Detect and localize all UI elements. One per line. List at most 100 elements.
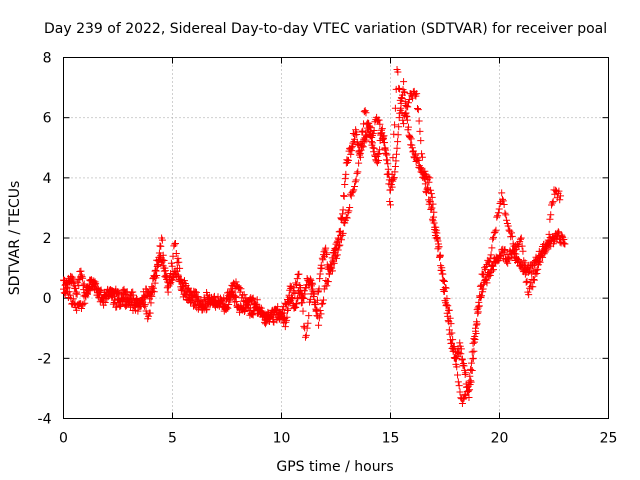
y-tick-labels: -4 -2 0 2 4 6 8 xyxy=(38,51,52,428)
data-point-fill xyxy=(339,206,347,214)
data-point-fill xyxy=(248,310,256,318)
data-point-fill xyxy=(161,264,169,272)
data-point-fill xyxy=(344,209,352,217)
data-point-fill xyxy=(258,307,266,315)
data-point-fill xyxy=(281,323,289,331)
data-point-fill xyxy=(315,314,323,322)
data-point-fill xyxy=(392,150,400,158)
data-point xyxy=(472,324,480,332)
data-point-fill xyxy=(115,295,123,303)
data-point-fill xyxy=(469,339,477,347)
data-point-fill xyxy=(235,284,243,292)
data-point-fill xyxy=(91,286,99,294)
data-point-fill xyxy=(490,233,498,241)
data-point-fill xyxy=(376,120,384,128)
x-tick-label: 0 xyxy=(59,431,68,447)
data-point xyxy=(360,138,368,146)
data-point-fill xyxy=(166,273,174,281)
data-point-fill xyxy=(446,314,454,322)
data-point-fill xyxy=(508,232,516,240)
data-point-fill xyxy=(539,253,547,261)
data-point-fill xyxy=(283,313,291,321)
data-point-fill xyxy=(447,320,455,328)
data-point-fill xyxy=(427,186,435,194)
data-point-fill xyxy=(284,305,292,313)
data-point-fill xyxy=(348,143,356,151)
data-point-fill xyxy=(150,288,158,296)
x-tick-label: 15 xyxy=(382,431,400,447)
data-point-fill xyxy=(490,266,498,274)
data-point-fill xyxy=(458,356,466,364)
data-point-fill xyxy=(304,319,312,327)
data-point-fill xyxy=(185,284,193,292)
data-point-fill xyxy=(435,243,443,251)
data-point-fill xyxy=(524,268,532,276)
data-point-fill xyxy=(431,223,439,231)
data-point-fill xyxy=(461,370,469,378)
data-point-fill xyxy=(355,159,363,167)
data-point-fill xyxy=(172,249,180,257)
data-point-fill xyxy=(185,287,193,295)
data-point-fill xyxy=(375,149,383,157)
data-point-fill xyxy=(287,284,295,292)
data-point-fill xyxy=(399,116,407,124)
data-point-fill xyxy=(521,261,529,269)
data-point-fill xyxy=(531,270,539,278)
data-point-fill xyxy=(486,254,494,262)
data-point xyxy=(400,120,408,128)
data-point-fill xyxy=(472,321,480,329)
y-tick-label: 6 xyxy=(43,111,52,127)
data-point-fill xyxy=(436,252,444,260)
data-point-fill xyxy=(506,227,514,235)
data-point-fill xyxy=(165,279,173,287)
data-point-fill xyxy=(520,257,528,265)
data-point-fill xyxy=(526,279,534,287)
data-point-fill xyxy=(193,304,201,312)
data-point-fill xyxy=(472,329,480,337)
data-point xyxy=(256,303,264,311)
data-point-fill xyxy=(519,247,527,255)
data-point-fill xyxy=(454,348,462,356)
data-point-fill xyxy=(166,280,174,288)
data-point-fill xyxy=(114,289,122,297)
data-point xyxy=(400,78,408,86)
data-point-fill xyxy=(240,308,248,316)
data-point-fill xyxy=(406,133,414,141)
data-point-fill xyxy=(352,176,360,184)
data-point xyxy=(465,378,473,386)
data-point-fill xyxy=(239,291,247,299)
data-point-fill xyxy=(362,136,370,144)
data-point-fill xyxy=(318,265,326,273)
data-point-fill xyxy=(337,214,345,222)
data-point-fill xyxy=(464,383,472,391)
data-point-fill xyxy=(400,88,408,96)
data-point-fill xyxy=(148,283,156,291)
data-point-fill xyxy=(391,104,399,112)
data-point-fill xyxy=(141,301,149,309)
data-point-fill xyxy=(529,283,537,291)
data-point-fill xyxy=(501,246,509,254)
data-point-fill xyxy=(477,281,485,289)
data-point-fill xyxy=(488,267,496,275)
data-point xyxy=(339,210,347,218)
data-point-fill xyxy=(250,300,258,308)
data-point-fill xyxy=(487,251,495,259)
data-point-fill xyxy=(457,345,465,353)
data-point-fill xyxy=(329,258,337,266)
data-point-fill xyxy=(500,200,508,208)
data-point-fill xyxy=(436,253,444,261)
data-point xyxy=(354,168,362,176)
data-point-fill xyxy=(433,233,441,241)
data-point-fill xyxy=(378,126,386,134)
data-point-fill xyxy=(289,288,297,296)
data-point-fill xyxy=(462,369,470,377)
data-point-fill xyxy=(455,382,463,390)
data-point-fill xyxy=(554,228,562,236)
data-point xyxy=(432,234,440,242)
data-point xyxy=(430,219,438,227)
data-point-fill xyxy=(536,258,544,266)
data-point-fill xyxy=(339,229,347,237)
data-point-fill xyxy=(512,250,520,258)
data-point-fill xyxy=(340,192,348,200)
data-point-fill xyxy=(297,284,305,292)
